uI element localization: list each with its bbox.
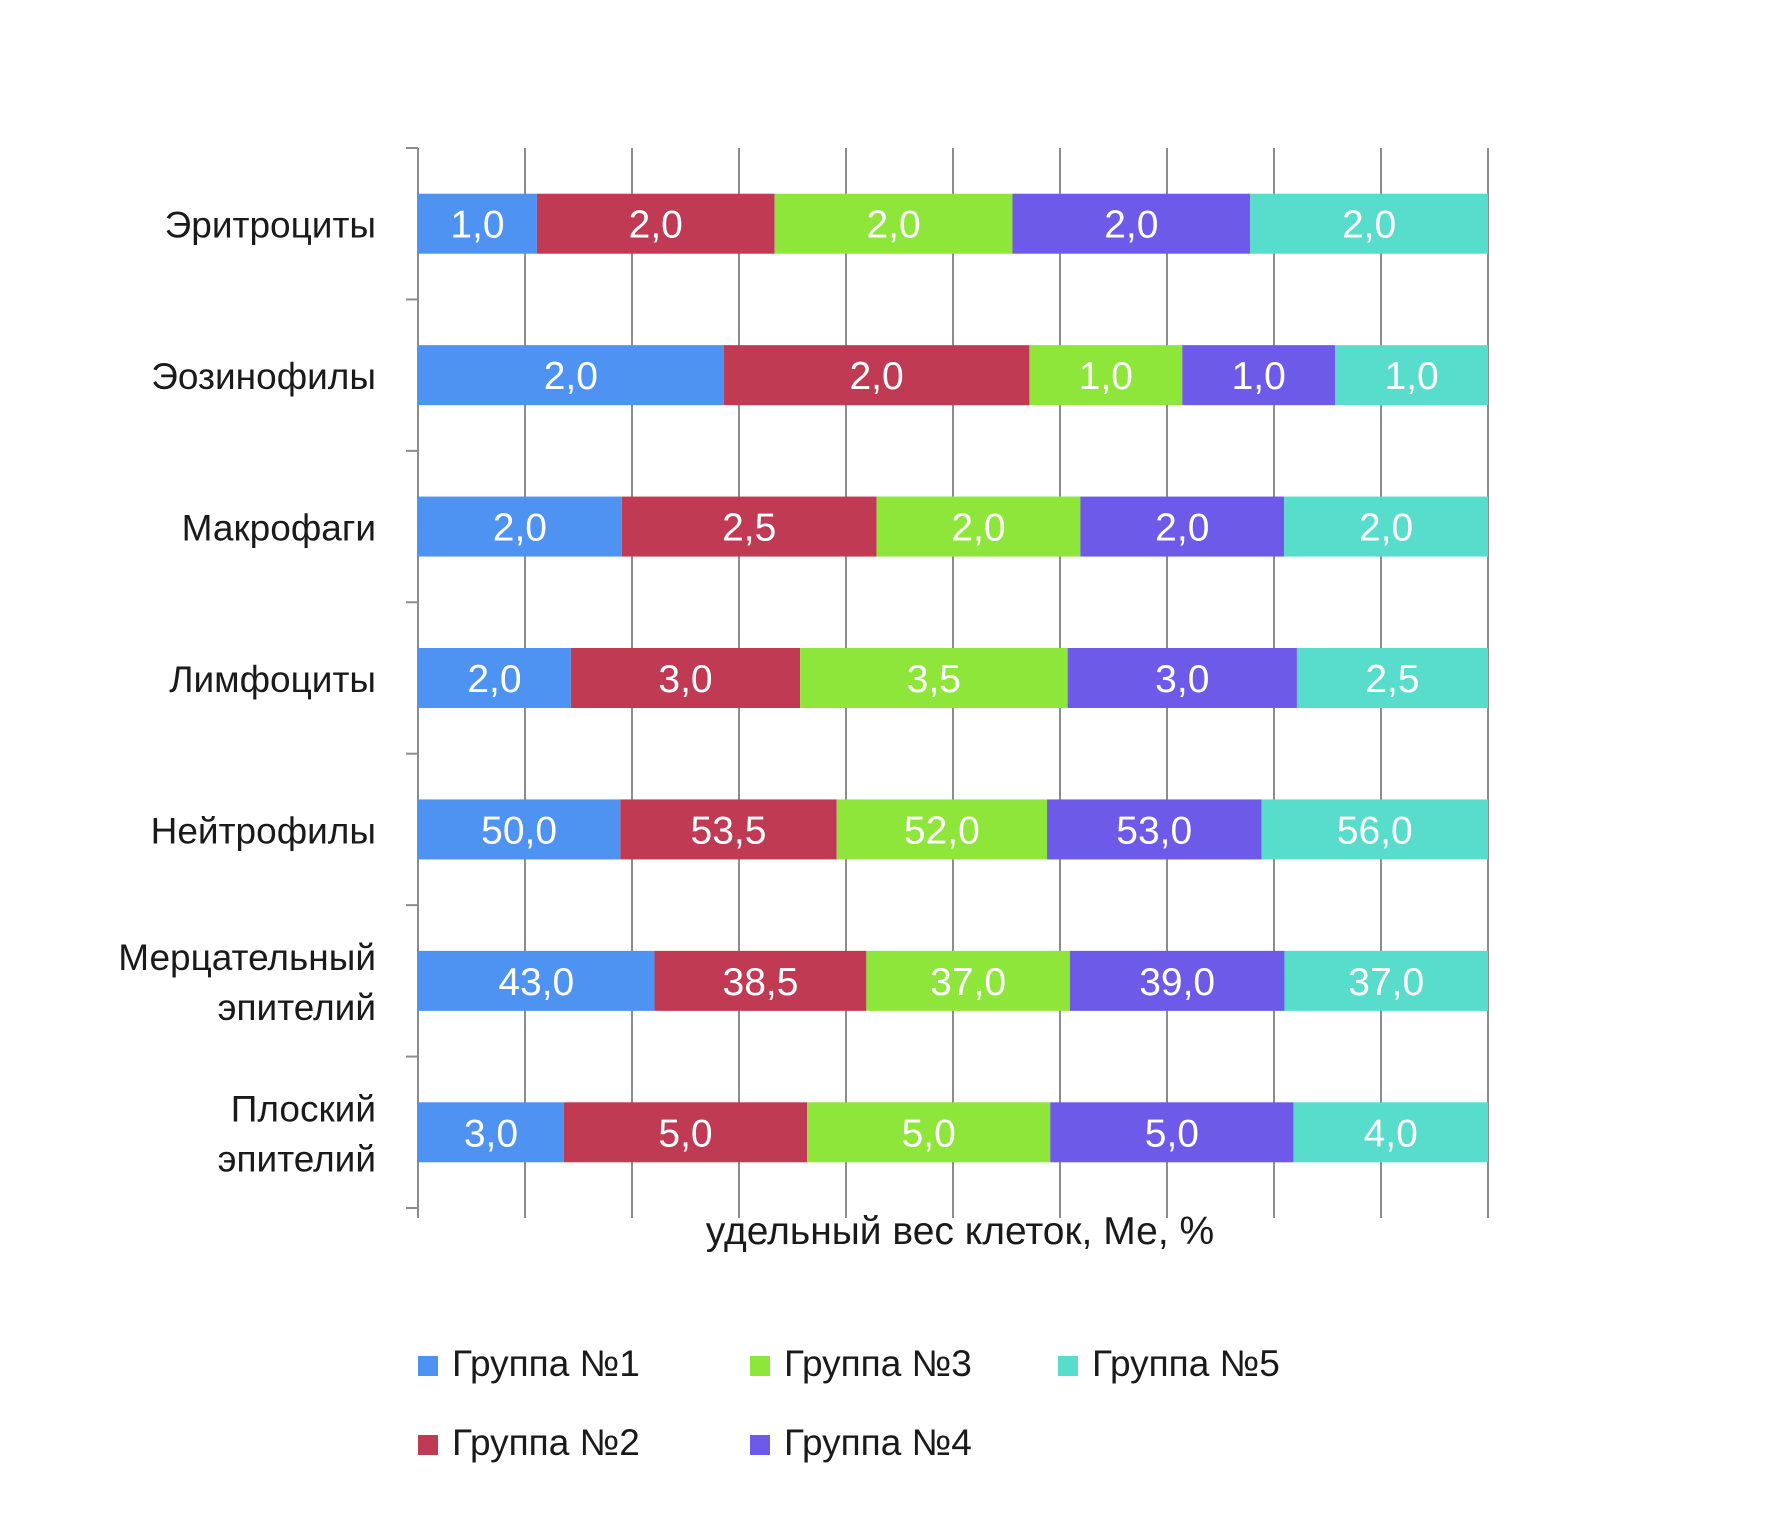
legend-label: Группа №4 [784, 1422, 972, 1463]
data-label: 2,0 [493, 507, 547, 550]
data-label: 5,0 [658, 1112, 712, 1155]
data-label: 3,5 [907, 658, 961, 701]
data-label: 2,0 [1342, 204, 1396, 247]
bars-layer: 1,0 2,0 2,0 2,0 2,0 2,0 2,0 1,0 1,0 1,0 2,0 2,5 2,0 2… [418, 193, 1488, 1163]
category-label: Плоский [231, 1088, 376, 1129]
data-label: 4,0 [1364, 1112, 1418, 1155]
data-label: 2,0 [629, 204, 683, 247]
bar-segment [1250, 193, 1488, 254]
axis-layer [406, 147, 419, 1218]
bar-segment [418, 1102, 564, 1163]
bar-segment [1080, 496, 1285, 557]
category-label: Эозинофилы [151, 356, 376, 397]
data-label: 3,0 [1155, 658, 1209, 701]
bar-segment [418, 950, 655, 1011]
bar-segment [1284, 950, 1488, 1011]
legend-label: Группа №3 [784, 1343, 972, 1384]
bar-segment [1296, 648, 1488, 708]
bar-segment [1182, 345, 1336, 406]
data-label: 50,0 [481, 809, 557, 852]
data-label: 56,0 [1337, 809, 1413, 852]
bar-segment [418, 193, 537, 254]
data-label: 1,0 [1384, 355, 1438, 398]
data-label: 5,0 [1145, 1112, 1199, 1155]
category-label: эпителий [218, 1138, 376, 1179]
bar-segment [418, 496, 622, 557]
bar-segment [1050, 1102, 1294, 1163]
bar-segment [621, 496, 877, 557]
data-label: 1,0 [450, 204, 504, 247]
bar-segment [800, 648, 1068, 708]
data-label: 2,0 [467, 658, 521, 701]
bar-segment [1047, 799, 1262, 860]
data-label: 5,0 [902, 1112, 956, 1155]
legend-swatch [418, 1356, 438, 1376]
bar-segment [807, 1102, 1051, 1163]
data-label: 53,5 [691, 809, 767, 852]
bar-segment [418, 345, 724, 406]
bar-segment [1261, 799, 1488, 860]
bar-segment [620, 799, 837, 860]
data-label: 2,0 [1104, 204, 1158, 247]
bar-segment [1335, 345, 1488, 406]
data-label: 2,0 [951, 507, 1005, 550]
data-label: 39,0 [1139, 961, 1215, 1004]
data-label: 2,0 [866, 204, 920, 247]
bar-segment [1069, 950, 1285, 1011]
bar-segment [1293, 1102, 1488, 1163]
bar-segment [570, 648, 801, 708]
legend-label: Группа №1 [452, 1343, 640, 1384]
data-label: 3,0 [464, 1112, 518, 1155]
category-label: Лимфоциты [169, 659, 376, 700]
legend-swatch [750, 1435, 770, 1455]
category-labels: Эритроциты Эозинофилы Макрофаги Лимфоциты Не… [118, 205, 376, 1180]
bar-segment [418, 799, 621, 860]
data-label: 2,0 [544, 355, 598, 398]
category-label: Мерцательный [118, 937, 376, 978]
data-label: 52,0 [904, 809, 980, 852]
category-label: Нейтрофилы [151, 810, 376, 851]
legend-swatch [1058, 1356, 1078, 1376]
bar-segment [774, 193, 1013, 254]
data-label: 2,5 [1365, 658, 1419, 701]
legend-label: Группа №2 [452, 1422, 640, 1463]
category-label: Эритроциты [165, 205, 376, 246]
legend: Группа №1 Группа №2 Группа №3 Группа №4 Груп… [418, 1343, 1280, 1463]
bar-segment [1029, 345, 1183, 406]
data-label: 43,0 [498, 961, 574, 1004]
data-label: 2,0 [1155, 507, 1209, 550]
bar-segment [1067, 648, 1297, 708]
category-label: эпителий [218, 987, 376, 1028]
data-label: 53,0 [1116, 809, 1192, 852]
data-label: 2,0 [1359, 507, 1413, 550]
bar-segment [654, 950, 867, 1011]
category-label: Макрофаги [182, 508, 376, 549]
bar-segment [1284, 496, 1488, 557]
bar-segment [418, 648, 571, 708]
bar-segment [536, 193, 775, 254]
bar-segment [723, 345, 1030, 406]
data-label: 3,0 [658, 658, 712, 701]
data-label: 2,5 [722, 507, 776, 550]
bar-segment [836, 799, 1048, 860]
bar-segment [1012, 193, 1251, 254]
x-axis-title: удельный вес клеток, Ме, % [706, 1210, 1214, 1253]
legend-swatch [418, 1435, 438, 1455]
bar-segment [866, 950, 1070, 1011]
data-label: 37,0 [930, 961, 1006, 1004]
data-label: 1,0 [1232, 355, 1286, 398]
data-label: 38,5 [723, 961, 799, 1004]
bar-segment [563, 1102, 808, 1163]
data-label: 1,0 [1079, 355, 1133, 398]
legend-swatch [750, 1356, 770, 1376]
data-label: 37,0 [1348, 961, 1424, 1004]
bar-segment [876, 496, 1081, 557]
legend-label: Группа №5 [1092, 1343, 1280, 1384]
data-label: 2,0 [849, 355, 903, 398]
